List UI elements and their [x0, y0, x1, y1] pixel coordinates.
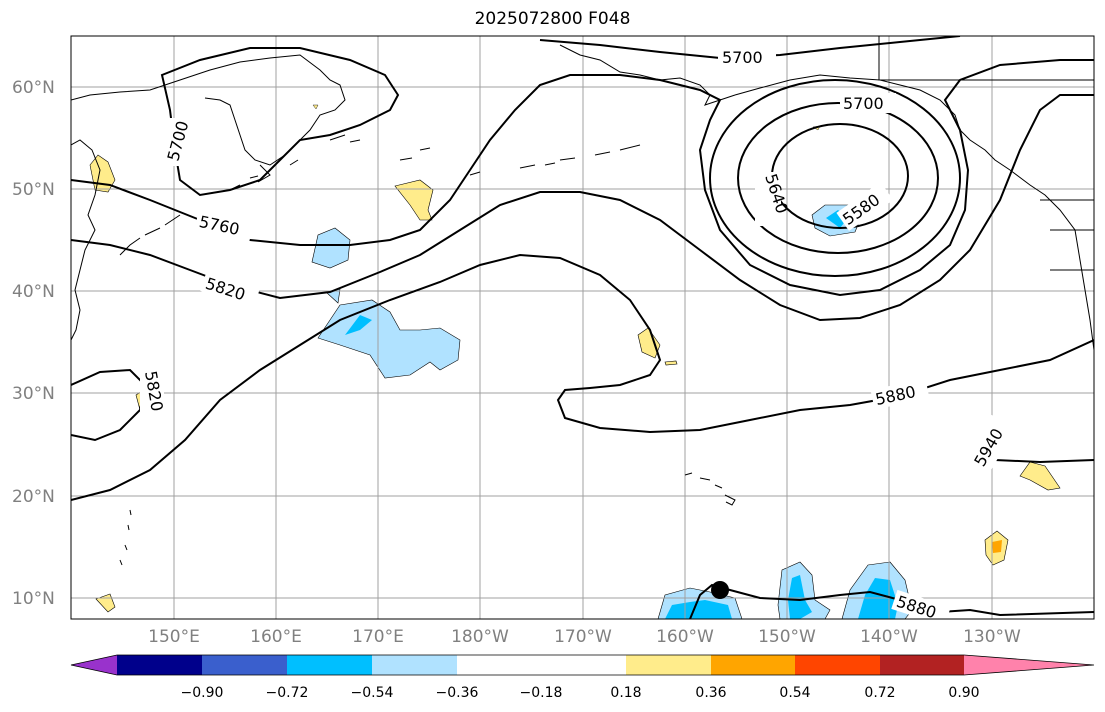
label-bg — [836, 181, 894, 231]
contour-5940 — [994, 459, 1094, 464]
colorbar-segment — [287, 655, 372, 675]
pacific-islands — [119, 509, 132, 566]
lat-label-60: 60°N — [12, 78, 55, 98]
colorbar-tick: 0.72 — [864, 685, 895, 701]
colorbar-segment — [541, 655, 626, 675]
contour-5700-low — [709, 79, 961, 277]
label-bg — [200, 271, 260, 309]
lat-label-30: 30°N — [12, 384, 55, 404]
positive-anomaly-core — [992, 540, 1002, 553]
lon-label-160e: 160°E — [250, 627, 302, 647]
negative-anomaly-core — [788, 575, 812, 619]
negative-anomaly-core — [345, 315, 372, 335]
label-bg — [840, 93, 896, 113]
colorbar-tick: −0.90 — [181, 685, 224, 701]
contour-5700-west — [160, 47, 400, 197]
lon-label-160w: 160°W — [656, 627, 714, 647]
kamchatka-tip — [257, 164, 271, 183]
colorbar-tick: −0.18 — [520, 685, 563, 701]
colorbar-tick: −0.36 — [436, 685, 479, 701]
canada-us-borders — [1040, 199, 1094, 271]
map-frame — [70, 35, 1095, 620]
lon-label-150w: 150°W — [758, 627, 816, 647]
lat-label-50: 50°N — [12, 180, 55, 200]
lon-label-180w: 180°W — [451, 627, 509, 647]
positive-anomaly-region — [664, 360, 678, 366]
positive-anomaly-region — [394, 179, 434, 221]
label-bg — [140, 370, 164, 420]
colorbar: −0.90 −0.72 −0.54 −0.36 −0.18 0.18 0.36 … — [70, 654, 1095, 701]
alaska-west-coast — [559, 44, 736, 106]
colorbar-segment — [795, 655, 880, 675]
colorbar-tick: 0.18 — [610, 685, 641, 701]
colorbar-tick: 0.36 — [695, 685, 726, 701]
label-bg — [194, 210, 254, 242]
colorbar-segment — [626, 655, 711, 675]
lat-label-40: 40°N — [12, 282, 55, 302]
colorbar-tick: −0.72 — [266, 685, 309, 701]
lon-label-140w: 140°W — [860, 627, 918, 647]
label-bg — [755, 172, 781, 226]
negative-anomaly-region — [311, 227, 351, 269]
colorbar-segment — [117, 655, 202, 675]
contour-5880-south — [689, 583, 1094, 619]
lat-label-10: 10°N — [12, 589, 55, 609]
colorbar-segment — [202, 655, 287, 675]
alaska-gulf-coast — [734, 74, 1094, 351]
latitude-labels: 60°N 50°N 40°N 30°N 20°N 10°N — [12, 78, 55, 609]
storm-center-marker — [711, 581, 729, 599]
lon-label-170w: 170°W — [554, 627, 612, 647]
colorbar-segment — [711, 655, 795, 675]
label-bg — [966, 414, 1016, 471]
lon-label-130w: 130°W — [963, 627, 1021, 647]
asia-coast — [71, 139, 101, 341]
alaska-border — [878, 36, 1094, 81]
kamchatka-coast — [71, 54, 346, 166]
coastlines — [71, 36, 1094, 566]
colorbar-segment — [457, 655, 541, 675]
colorbar-extend-high — [964, 655, 1094, 675]
colorbar-segment — [880, 655, 964, 675]
colorbar-tick: 0.90 — [948, 685, 979, 701]
colorbar-tick: −0.54 — [351, 685, 394, 701]
positive-anomaly-region — [312, 104, 319, 110]
lat-label-20: 20°N — [12, 487, 55, 507]
colorbar-extend-low — [71, 655, 117, 675]
contour-label-5700-low: 5700 — [843, 94, 884, 113]
japan-coast — [119, 214, 181, 256]
map-title: 2025072800 F048 — [474, 9, 631, 29]
contour-5880 — [71, 253, 1094, 501]
lon-label-170e: 170°E — [352, 627, 404, 647]
label-bg — [870, 378, 930, 410]
contour-label-5700-north: 5700 — [722, 48, 763, 67]
contour-5640 — [737, 102, 939, 254]
label-bg — [718, 47, 776, 67]
label-bg — [891, 589, 951, 627]
hawaii-islands — [684, 472, 736, 506]
colorbar-tick: 0.54 — [779, 685, 810, 701]
colorbar-segment — [372, 655, 457, 675]
colorbar-outline — [70, 654, 1095, 676]
lon-label-150e: 150°E — [148, 627, 200, 647]
longitude-labels: 150°E 160°E 170°E 180°W 170°W 160°W 150°… — [148, 627, 1021, 647]
contour-5760 — [71, 59, 1094, 297]
label-bg — [166, 118, 192, 166]
aleutian-islands — [399, 144, 641, 176]
negative-anomaly-core — [665, 600, 732, 619]
